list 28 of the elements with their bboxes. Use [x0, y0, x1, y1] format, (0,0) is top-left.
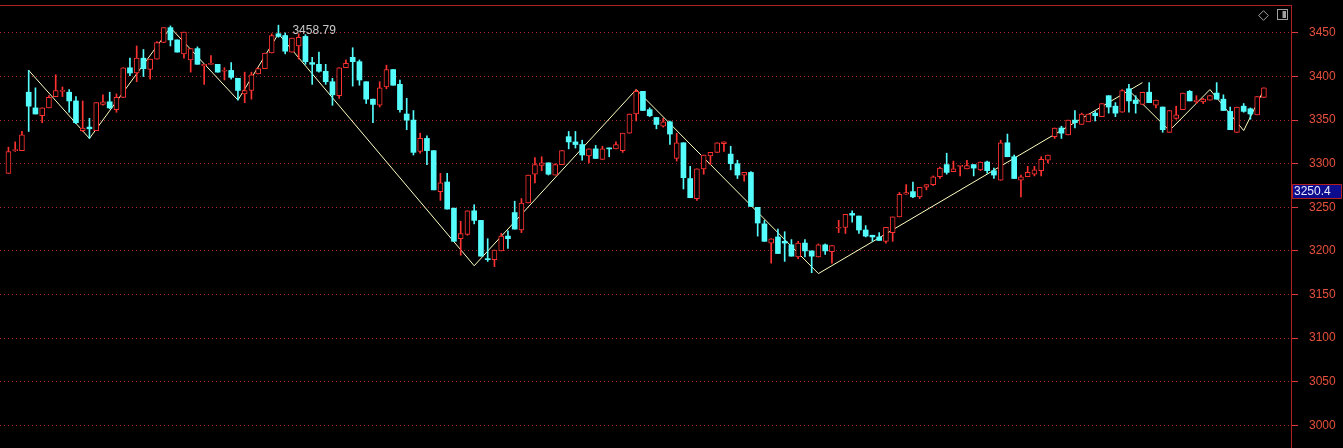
y-tick-label: 3300	[1309, 156, 1337, 171]
y-tick-label: 3450	[1309, 25, 1337, 40]
candlestick	[201, 63, 208, 85]
y-tick-label: 3050	[1309, 374, 1337, 389]
y-tick-label: 3250	[1309, 199, 1337, 214]
candlestick	[903, 184, 910, 195]
y-tick-label: 3000	[1309, 417, 1337, 432]
candlestick	[768, 238, 775, 264]
candlestick	[835, 220, 842, 233]
y-tick-label: 3100	[1309, 330, 1337, 345]
candlestick	[208, 55, 214, 65]
candlestick	[957, 165, 964, 177]
candlestick	[241, 71, 248, 103]
y-tick-label: 3150	[1309, 286, 1337, 301]
candlestick	[1018, 174, 1024, 198]
candlestick	[457, 220, 464, 256]
y-tick-label: 3200	[1309, 243, 1337, 258]
y-tick-label: 3400	[1309, 68, 1337, 83]
annotation: 3458.79	[292, 22, 337, 37]
y-tick-label: 3350	[1309, 112, 1337, 127]
candlestick	[1072, 110, 1078, 129]
candlestick	[505, 230, 511, 249]
candlestick	[25, 70, 32, 132]
candlestick	[808, 250, 815, 274]
candlestick	[403, 97, 410, 131]
candlestick	[484, 238, 491, 262]
text: 3250.4	[1294, 183, 1332, 198]
candlestick	[721, 141, 727, 152]
